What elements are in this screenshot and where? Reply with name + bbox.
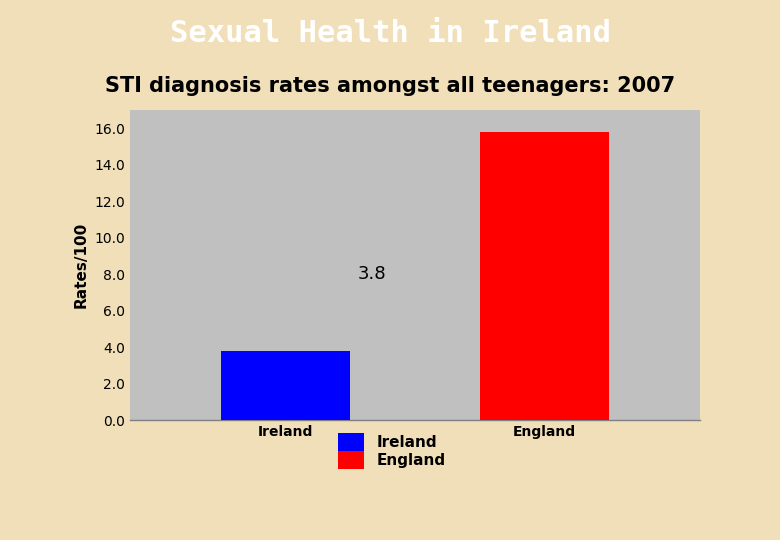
Text: STI diagnosis rates amongst all teenagers: 2007: STI diagnosis rates amongst all teenager… [105,76,675,96]
Text: England: England [377,453,446,468]
Bar [221,350,350,420]
Text: Sexual Health in Ireland: Sexual Health in Ireland [169,18,611,48]
Y-axis label: Rates/100: Rates/100 [73,222,89,308]
Text: Ireland: Ireland [377,435,438,450]
Text: 3.8: 3.8 [358,265,387,283]
FancyBboxPatch shape [338,433,364,451]
Bar [480,132,609,420]
FancyBboxPatch shape [338,451,364,469]
